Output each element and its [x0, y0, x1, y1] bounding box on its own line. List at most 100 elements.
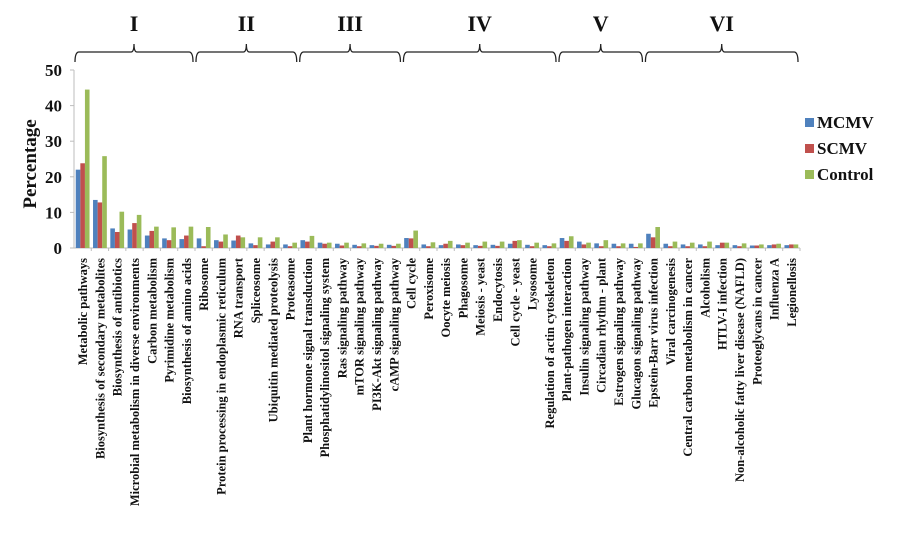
bar-control: [447, 240, 453, 248]
bar-control: [551, 243, 557, 248]
bar-mcmv: [663, 243, 669, 248]
bar-scmv: [598, 246, 604, 248]
category-group: [698, 241, 712, 248]
bar-control: [136, 214, 142, 248]
category-label: Ribosome: [197, 258, 211, 311]
bracket-shape: [558, 43, 644, 63]
bar-scmv: [460, 245, 466, 248]
bar-control: [413, 230, 418, 248]
category-label: Estrogen signaling pathway: [612, 257, 626, 405]
category-group: [369, 243, 384, 248]
category-label: Legionellosis: [785, 258, 799, 327]
category-group: [214, 234, 228, 248]
bracket-shape: [299, 43, 402, 63]
category-group: [542, 243, 557, 248]
category-group: [300, 235, 315, 248]
bar-scmv: [789, 244, 794, 248]
group-brackets: I II III IV V VI: [74, 11, 799, 63]
bar-control: [465, 242, 470, 248]
bar-mcmv: [767, 245, 772, 248]
category-label: Protein processing in endoplasmic reticu…: [214, 257, 228, 494]
bar-mcmv: [456, 244, 461, 248]
category-group: [680, 242, 695, 248]
bracket-shape: [195, 43, 298, 63]
bar-scmv: [719, 242, 725, 248]
category-group: [732, 243, 747, 248]
category-group: [248, 237, 263, 248]
category-label: Glucagon signaling pathway: [629, 257, 643, 409]
y-tick-label: 20: [45, 168, 62, 187]
bar-control: [620, 243, 626, 248]
category-label: Phosphatidylinositol signaling system: [318, 257, 332, 457]
y-tick-label: 0: [54, 239, 63, 258]
bar-mcmv: [525, 244, 530, 248]
category-label: Biosynthesis of amino acids: [180, 258, 194, 404]
category-label: cAMP signaling pathway: [387, 257, 401, 391]
bar-scmv: [201, 246, 206, 248]
category-group: [335, 242, 349, 248]
category-label: Central carbon metabolism in cancer: [681, 258, 695, 457]
category-label: Epstein-Barr virus infection: [647, 258, 661, 408]
category-group: [784, 244, 799, 248]
y-tick-label: 10: [45, 203, 62, 222]
bar-mcmv: [352, 244, 357, 248]
bar-control: [188, 226, 194, 248]
bar-scmv: [633, 246, 639, 248]
y-axis: 0 10 20 30 40 50: [45, 61, 75, 258]
bar-mcmv: [110, 228, 115, 248]
bar-scmv: [737, 246, 742, 248]
category-group: [715, 242, 730, 248]
bar-scmv: [529, 246, 535, 248]
category-label: Cell cycle: [405, 258, 419, 309]
bar-control: [482, 241, 488, 248]
category-label: Cell cycle - yeast: [508, 257, 522, 346]
bar-scmv: [650, 237, 656, 248]
bar-scmv: [339, 245, 345, 248]
category-group: [646, 227, 660, 248]
bar-mcmv: [300, 240, 306, 248]
group-label: I: [130, 11, 139, 36]
bar-mcmv: [490, 244, 496, 248]
bar-control: [672, 241, 678, 248]
category-group: [456, 242, 470, 248]
y-tick-label: 50: [45, 61, 62, 80]
category-label: Viral carcinogenesis: [664, 258, 678, 365]
bar-control: [309, 235, 315, 248]
bar-control: [275, 237, 280, 248]
bar-scmv: [616, 246, 621, 248]
bar-scmv: [391, 245, 397, 248]
category-group: [473, 241, 488, 248]
bar-control: [724, 242, 730, 248]
category-group: [628, 243, 643, 248]
group-bracket-i: I: [74, 11, 194, 63]
bar-mcmv: [93, 199, 98, 248]
bar-scmv: [495, 245, 500, 248]
bar-scmv: [754, 245, 760, 248]
category-label: mTOR signaling pathway: [353, 257, 367, 395]
bar-scmv: [166, 240, 172, 248]
bar-scmv: [702, 246, 708, 248]
category-label: Carbon metabolism: [145, 257, 159, 363]
bar-control: [326, 242, 332, 248]
category-group: [611, 243, 626, 248]
bar-mcmv: [577, 241, 582, 248]
category-group: [231, 235, 246, 248]
bar-mcmv: [473, 245, 478, 248]
category-group: [559, 236, 574, 248]
bar-scmv: [270, 241, 276, 248]
category-group: [283, 242, 297, 248]
group-bracket-v: V: [558, 11, 644, 63]
bar-mcmv: [559, 238, 565, 248]
bracket-shape: [402, 43, 557, 63]
bar-scmv: [547, 246, 552, 248]
group-bracket-iii: III: [299, 11, 402, 63]
category-group: [127, 214, 142, 248]
category-label: Plant hormone signal transduction: [301, 258, 315, 443]
bar-scmv: [253, 245, 258, 248]
bars: [75, 89, 799, 248]
category-group: [352, 243, 367, 248]
category-label: Microbial metabolism in diverse environm…: [128, 258, 142, 506]
bar-mcmv: [646, 233, 651, 248]
bar-control: [793, 244, 799, 248]
